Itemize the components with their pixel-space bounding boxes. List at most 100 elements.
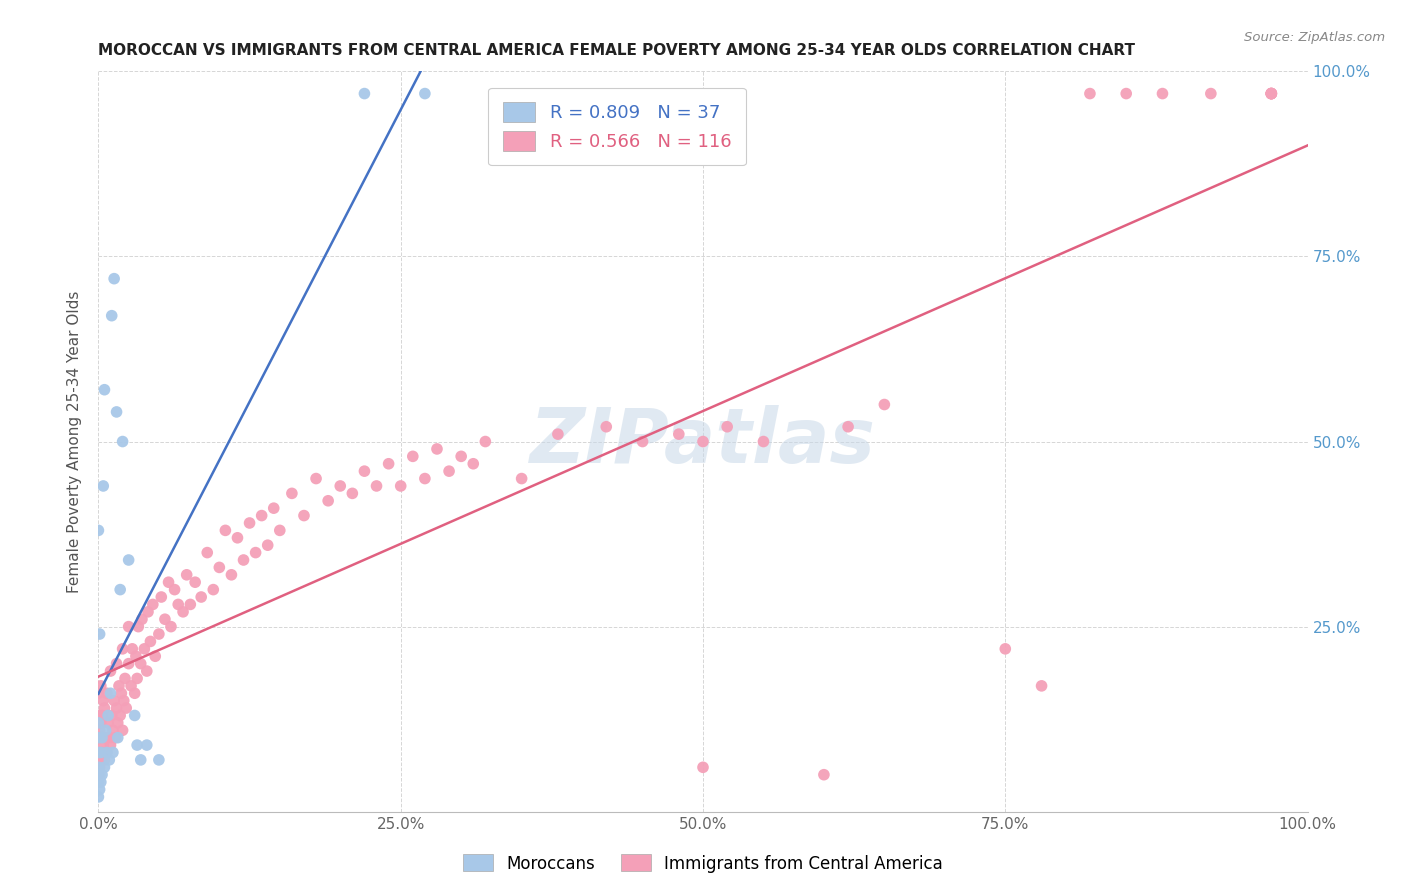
Point — [202, 582, 225, 597]
Point — [118, 657, 141, 671]
Point — [510, 471, 533, 485]
Point — [1260, 87, 1282, 101]
Point — [873, 398, 896, 412]
Point — [118, 619, 141, 633]
Point — [1078, 87, 1101, 101]
Point — [547, 427, 569, 442]
Point — [91, 694, 114, 708]
Point — [245, 546, 267, 560]
Point — [1152, 87, 1174, 101]
Point — [329, 479, 352, 493]
Point — [91, 731, 114, 745]
Point — [87, 731, 110, 745]
Point — [91, 746, 114, 760]
Point — [90, 753, 112, 767]
Point — [91, 738, 114, 752]
Point — [1260, 87, 1282, 101]
Point — [179, 598, 201, 612]
Point — [413, 87, 436, 101]
Point — [994, 641, 1017, 656]
Point — [87, 708, 110, 723]
Point — [87, 746, 110, 760]
Point — [127, 619, 149, 633]
Point — [668, 427, 690, 442]
Point — [129, 657, 152, 671]
Point — [98, 731, 121, 745]
Point — [139, 634, 162, 648]
Point — [353, 87, 375, 101]
Point — [214, 524, 236, 538]
Point — [837, 419, 859, 434]
Point — [115, 701, 138, 715]
Point — [239, 516, 262, 530]
Point — [120, 679, 142, 693]
Point — [101, 746, 124, 760]
Point — [752, 434, 775, 449]
Point — [136, 605, 159, 619]
Point — [124, 708, 146, 723]
Point — [89, 760, 111, 774]
Point — [107, 715, 129, 730]
Point — [172, 605, 194, 619]
Point — [263, 501, 285, 516]
Point — [94, 731, 117, 745]
Point — [631, 434, 654, 449]
Point — [90, 746, 112, 760]
Point — [90, 775, 112, 789]
Point — [413, 471, 436, 485]
Point — [184, 575, 207, 590]
Point — [91, 767, 114, 781]
Point — [389, 479, 412, 493]
Point — [1031, 679, 1053, 693]
Point — [142, 598, 165, 612]
Point — [97, 715, 120, 730]
Point — [100, 309, 122, 323]
Point — [103, 694, 125, 708]
Point — [269, 524, 291, 538]
Point — [91, 479, 114, 493]
Point — [108, 582, 131, 597]
Point — [208, 560, 231, 574]
Point — [96, 686, 118, 700]
Point — [87, 767, 110, 781]
Point — [134, 641, 156, 656]
Legend: R = 0.809   N = 37, R = 0.566   N = 116: R = 0.809 N = 37, R = 0.566 N = 116 — [488, 87, 745, 166]
Point — [114, 672, 136, 686]
Point — [316, 493, 339, 508]
Point — [87, 775, 110, 789]
Point — [1199, 87, 1222, 101]
Point — [93, 701, 115, 715]
Point — [135, 738, 157, 752]
Point — [93, 760, 115, 774]
Point — [127, 672, 149, 686]
Point — [125, 649, 148, 664]
Point — [105, 701, 128, 715]
Point — [101, 723, 124, 738]
Point — [89, 627, 111, 641]
Point — [153, 612, 176, 626]
Point — [94, 723, 117, 738]
Point — [716, 419, 738, 434]
Point — [232, 553, 254, 567]
Text: MOROCCAN VS IMMIGRANTS FROM CENTRAL AMERICA FEMALE POVERTY AMONG 25-34 YEAR OLDS: MOROCCAN VS IMMIGRANTS FROM CENTRAL AMER… — [98, 43, 1136, 58]
Point — [292, 508, 315, 523]
Point — [90, 679, 112, 693]
Point — [143, 649, 166, 664]
Point — [160, 619, 183, 633]
Point — [112, 694, 135, 708]
Point — [1260, 87, 1282, 101]
Point — [167, 598, 190, 612]
Y-axis label: Female Poverty Among 25-34 Year Olds: Female Poverty Among 25-34 Year Olds — [67, 291, 83, 592]
Point — [305, 471, 328, 485]
Point — [111, 434, 134, 449]
Point — [250, 508, 273, 523]
Point — [129, 753, 152, 767]
Point — [100, 686, 122, 700]
Point — [366, 479, 388, 493]
Point — [97, 708, 120, 723]
Point — [190, 590, 212, 604]
Point — [163, 582, 186, 597]
Point — [195, 546, 218, 560]
Point — [157, 575, 180, 590]
Point — [1260, 87, 1282, 101]
